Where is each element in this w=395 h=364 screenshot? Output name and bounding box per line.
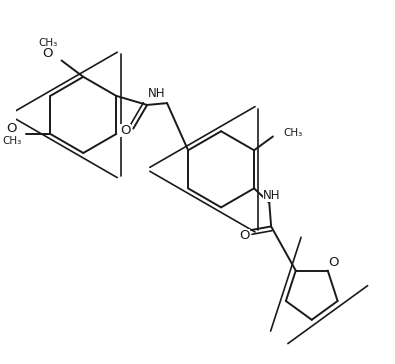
Text: NH: NH (148, 87, 166, 100)
Text: O: O (7, 122, 17, 135)
Text: CH₃: CH₃ (2, 136, 21, 146)
Text: O: O (43, 47, 53, 60)
Text: O: O (120, 124, 131, 137)
Text: O: O (239, 229, 250, 242)
Text: CH₃: CH₃ (284, 128, 303, 138)
Text: O: O (328, 256, 339, 269)
Text: NH: NH (263, 189, 280, 202)
Text: CH₃: CH₃ (38, 38, 57, 48)
